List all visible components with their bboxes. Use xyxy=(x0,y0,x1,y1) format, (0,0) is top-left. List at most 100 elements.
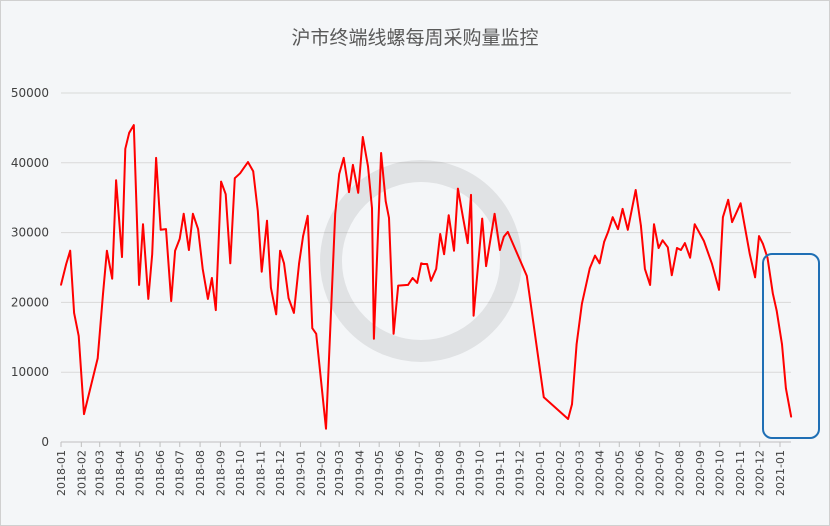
data-point xyxy=(201,268,204,270)
x-tick-label: 2018-08 xyxy=(194,450,207,496)
data-point xyxy=(234,177,236,179)
data-point xyxy=(676,247,678,249)
data-point xyxy=(165,228,167,230)
data-point xyxy=(380,152,382,154)
data-point xyxy=(174,249,176,252)
x-tick-label: 2018-06 xyxy=(154,450,167,496)
data-point xyxy=(392,333,395,335)
data-point xyxy=(306,215,309,217)
data-point xyxy=(220,180,222,183)
y-tick-label: 10000 xyxy=(11,365,49,379)
data-point xyxy=(388,217,390,219)
data-point xyxy=(260,270,263,273)
x-tick-label: 2020-01 xyxy=(534,450,547,496)
data-point xyxy=(325,427,327,430)
data-point xyxy=(367,165,369,168)
data-point xyxy=(739,202,742,205)
data-point xyxy=(151,253,153,256)
data-point xyxy=(470,194,472,196)
data-point xyxy=(275,313,277,316)
data-point xyxy=(466,242,469,244)
data-point xyxy=(124,148,127,150)
x-tick-label: 2019-12 xyxy=(514,450,527,496)
data-point xyxy=(607,231,609,233)
data-point xyxy=(575,343,578,346)
x-tick-label: 2018-05 xyxy=(134,450,147,496)
data-point xyxy=(293,312,295,314)
data-point xyxy=(106,249,108,252)
data-point xyxy=(598,262,601,265)
data-point xyxy=(416,282,419,284)
y-tick-label: 40000 xyxy=(11,156,49,170)
data-point xyxy=(581,302,583,305)
data-point xyxy=(435,268,438,270)
x-tick-label: 2020-12 xyxy=(754,450,767,496)
data-point xyxy=(594,254,596,257)
x-tick-label: 2019-02 xyxy=(315,450,328,496)
data-point xyxy=(693,223,696,226)
data-point xyxy=(722,216,724,219)
data-point xyxy=(239,172,241,175)
data-point xyxy=(439,233,441,235)
data-point xyxy=(462,217,464,219)
data-point xyxy=(785,387,787,390)
data-point xyxy=(407,284,409,286)
data-point xyxy=(207,298,209,300)
highlight-box xyxy=(762,253,820,439)
data-point xyxy=(243,166,245,169)
x-tick-label: 2019-04 xyxy=(353,450,366,496)
data-point xyxy=(644,268,646,270)
data-point xyxy=(83,413,85,415)
data-point xyxy=(567,418,569,420)
data-point xyxy=(77,335,80,337)
data-point xyxy=(111,277,113,280)
data-point xyxy=(680,249,682,251)
x-tick-label: 2020-03 xyxy=(573,450,586,496)
data-point xyxy=(252,170,255,172)
data-point xyxy=(627,229,629,231)
data-point xyxy=(311,327,314,330)
data-point xyxy=(657,247,660,249)
data-point xyxy=(298,262,300,265)
data-point xyxy=(133,124,135,126)
data-point xyxy=(749,253,751,256)
data-point xyxy=(182,212,185,215)
data-point xyxy=(481,217,483,220)
data-point xyxy=(155,157,157,159)
x-tick-label: 2018-09 xyxy=(214,450,227,496)
data-point xyxy=(543,396,545,399)
series-line xyxy=(60,124,793,430)
data-point xyxy=(357,192,359,194)
data-point xyxy=(192,212,194,215)
x-tick-label: 2020-10 xyxy=(714,450,727,496)
data-point xyxy=(159,229,162,231)
data-point xyxy=(188,249,190,251)
data-point xyxy=(653,223,655,226)
data-point xyxy=(142,223,144,226)
data-point xyxy=(283,262,285,265)
data-point xyxy=(703,240,705,242)
data-point xyxy=(499,249,501,251)
data-point xyxy=(334,212,337,215)
data-point xyxy=(338,173,340,175)
data-point xyxy=(371,207,373,209)
data-point xyxy=(758,235,760,237)
data-point xyxy=(771,292,774,295)
data-point xyxy=(443,253,445,256)
data-point xyxy=(762,242,764,245)
data-point xyxy=(224,193,227,196)
data-point xyxy=(634,189,637,191)
data-point xyxy=(115,179,117,182)
data-point xyxy=(229,262,232,265)
x-tick-label: 2019-07 xyxy=(413,450,426,496)
data-point xyxy=(447,214,450,216)
data-point xyxy=(457,187,459,190)
data-point xyxy=(503,235,505,238)
data-point xyxy=(426,263,428,265)
data-point xyxy=(588,267,591,269)
data-point xyxy=(640,224,642,227)
data-point xyxy=(147,298,150,300)
x-tick-label: 2021-01 xyxy=(774,450,787,496)
